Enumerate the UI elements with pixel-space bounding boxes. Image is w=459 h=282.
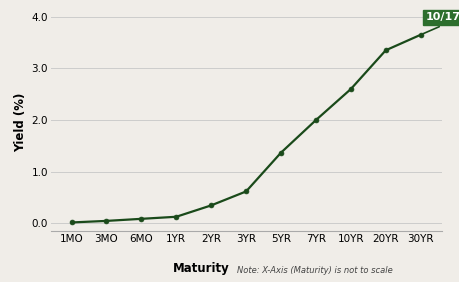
Text: Maturity: Maturity <box>173 262 230 275</box>
Y-axis label: Yield (%): Yield (%) <box>14 93 27 152</box>
Text: 10/17/2013: 10/17/2013 <box>422 12 459 34</box>
Text: Note: X-Axis (Maturity) is not to scale: Note: X-Axis (Maturity) is not to scale <box>236 266 392 275</box>
